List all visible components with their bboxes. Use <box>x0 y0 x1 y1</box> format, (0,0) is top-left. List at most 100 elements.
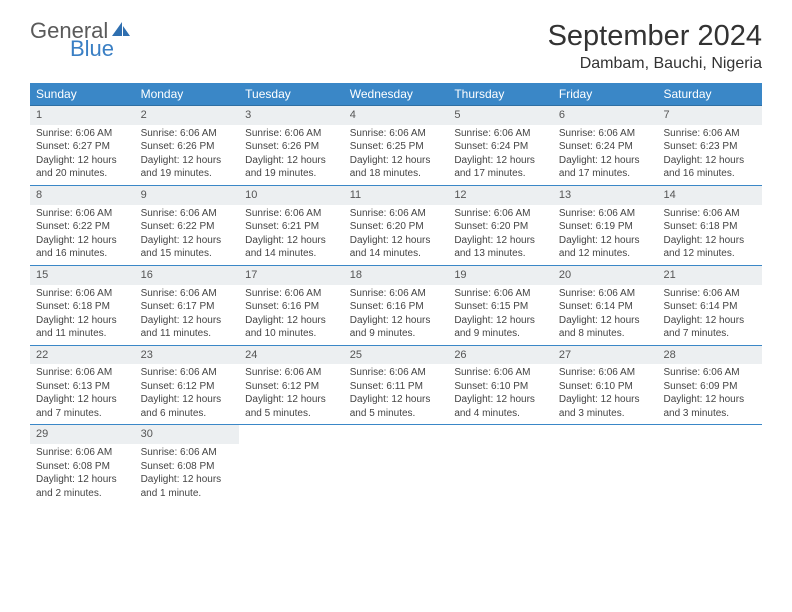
daylight-text: Daylight: 12 hours and 16 minutes. <box>663 154 756 181</box>
day-cell: 30Sunrise: 6:06 AMSunset: 6:08 PMDayligh… <box>135 425 240 504</box>
daylight-text: Daylight: 12 hours and 7 minutes. <box>663 314 756 341</box>
day-body: Sunrise: 6:06 AMSunset: 6:26 PMDaylight:… <box>135 127 240 181</box>
day-cell: 12Sunrise: 6:06 AMSunset: 6:20 PMDayligh… <box>448 186 553 265</box>
weeks-container: 1Sunrise: 6:06 AMSunset: 6:27 PMDaylight… <box>30 106 762 504</box>
daylight-text: Daylight: 12 hours and 9 minutes. <box>350 314 443 341</box>
daylight-text: Daylight: 12 hours and 4 minutes. <box>454 393 547 420</box>
day-cell: 15 Sunrise: 6:06 AMSunset: 6:18 PMDayligh… <box>30 266 135 345</box>
day-body: Sunrise: 6:06 AMSunset: 6:22 PMDaylight:… <box>30 207 135 261</box>
day-number: 9 <box>135 186 240 205</box>
day-number: 19 <box>448 266 553 285</box>
day-body: Sunrise: 6:06 AMSunset: 6:18 PMDaylight:… <box>30 287 135 341</box>
day-number: 15 <box>30 266 135 285</box>
day-cell: 24Sunrise: 6:06 AMSunset: 6:12 PMDayligh… <box>239 346 344 425</box>
day-number: 27 <box>553 346 658 365</box>
day-number: 25 <box>344 346 449 365</box>
daylight-text: Daylight: 12 hours and 11 minutes. <box>36 314 129 341</box>
day-number: 3 <box>239 106 344 125</box>
calendar-grid: SundayMondayTuesdayWednesdayThursdayFrid… <box>30 83 762 504</box>
daylight-text: Daylight: 12 hours and 19 minutes. <box>141 154 234 181</box>
day-number: 17 <box>239 266 344 285</box>
week-row: 15Sunrise: 6:06 AMSunset: 6:18 PMDayligh… <box>30 266 762 346</box>
daylight-text: Daylight: 12 hours and 5 minutes. <box>245 393 338 420</box>
weekday-cell: Tuesday <box>239 83 344 105</box>
day-cell: 20Sunrise: 6:06 AMSunset: 6:14 PMDayligh… <box>553 266 658 345</box>
day-body: Sunrise: 6:06 AMSunset: 6:17 PMDaylight:… <box>135 287 240 341</box>
day-cell: 11 Sunrise: 6:06 AMSunset: 6:20 PMDayligh… <box>344 186 449 265</box>
day-cell: 5Sunrise: 6:06 AMSunset: 6:24 PMDaylight… <box>448 106 553 185</box>
day-number: 23 <box>135 346 240 365</box>
sunrise-text: Sunrise: 6:06 AM <box>36 366 129 380</box>
sunrise-text: Sunrise: 6:06 AM <box>559 287 652 301</box>
daylight-text: Daylight: 12 hours and 17 minutes. <box>559 154 652 181</box>
empty-day-cell <box>344 425 449 504</box>
sunrise-text: Sunrise: 6:06 AM <box>350 366 443 380</box>
day-body: Sunrise: 6:06 AMSunset: 6:10 PMDaylight:… <box>448 366 553 420</box>
day-body: Sunrise: 6:06 AMSunset: 6:12 PMDaylight:… <box>239 366 344 420</box>
month-title: September 2024 <box>548 20 762 53</box>
sunrise-text: Sunrise: 6:06 AM <box>245 287 338 301</box>
daylight-text: Daylight: 12 hours and 9 minutes. <box>454 314 547 341</box>
day-number: 8 <box>30 186 135 205</box>
sunset-text: Sunset: 6:24 PM <box>454 140 547 154</box>
sunset-text: Sunset: 6:23 PM <box>663 140 756 154</box>
sunrise-text: Sunrise: 6:06 AM <box>350 207 443 221</box>
day-cell: 16 Sunrise: 6:06 AMSunset: 6:17 PMDayligh… <box>135 266 240 345</box>
empty-day-cell <box>448 425 553 504</box>
day-body: Sunrise: 6:06 AMSunset: 6:23 PMDaylight:… <box>657 127 762 181</box>
day-number: 30 <box>135 425 240 444</box>
sunset-text: Sunset: 6:22 PM <box>36 220 129 234</box>
day-body: Sunrise: 6:06 AMSunset: 6:20 PMDaylight:… <box>344 207 449 261</box>
weekday-header-row: SundayMondayTuesdayWednesdayThursdayFrid… <box>30 83 762 106</box>
sunrise-text: Sunrise: 6:06 AM <box>141 127 234 141</box>
sunrise-text: Sunrise: 6:06 AM <box>36 287 129 301</box>
sunset-text: Sunset: 6:12 PM <box>141 380 234 394</box>
empty-day-cell <box>657 425 762 504</box>
daylight-text: Daylight: 12 hours and 10 minutes. <box>245 314 338 341</box>
weekday-cell: Sunday <box>30 83 135 105</box>
daylight-text: Daylight: 12 hours and 13 minutes. <box>454 234 547 261</box>
day-body: Sunrise: 6:06 AMSunset: 6:11 PMDaylight:… <box>344 366 449 420</box>
day-cell: 19Sunrise: 6:06 AMSunset: 6:15 PMDayligh… <box>448 266 553 345</box>
day-cell: 9Sunrise: 6:06 AMSunset: 6:22 PMDaylight… <box>135 186 240 265</box>
sunset-text: Sunset: 6:12 PM <box>245 380 338 394</box>
sunset-text: Sunset: 6:26 PM <box>245 140 338 154</box>
day-cell: 18Sunrise: 6:06 AMSunset: 6:16 PMDayligh… <box>344 266 449 345</box>
day-number: 10 <box>239 186 344 205</box>
sunrise-text: Sunrise: 6:06 AM <box>559 207 652 221</box>
sunset-text: Sunset: 6:25 PM <box>350 140 443 154</box>
location-text: Dambam, Bauchi, Nigeria <box>548 55 762 73</box>
weekday-cell: Monday <box>135 83 240 105</box>
sunset-text: Sunset: 6:19 PM <box>559 220 652 234</box>
day-number: 4 <box>344 106 449 125</box>
day-body: Sunrise: 6:06 AMSunset: 6:08 PMDaylight:… <box>30 446 135 500</box>
day-cell: 28Sunrise: 6:06 AMSunset: 6:09 PMDayligh… <box>657 346 762 425</box>
sunset-text: Sunset: 6:22 PM <box>141 220 234 234</box>
day-number: 14 <box>657 186 762 205</box>
sunset-text: Sunset: 6:10 PM <box>559 380 652 394</box>
day-cell: 13Sunrise: 6:06 AMSunset: 6:19 PMDayligh… <box>553 186 658 265</box>
sunrise-text: Sunrise: 6:06 AM <box>663 127 756 141</box>
sunset-text: Sunset: 6:16 PM <box>245 300 338 314</box>
day-cell: 8 Sunrise: 6:06 AMSunset: 6:22 PMDaylight… <box>30 186 135 265</box>
day-body: Sunrise: 6:06 AMSunset: 6:10 PMDaylight:… <box>553 366 658 420</box>
sunrise-text: Sunrise: 6:06 AM <box>245 127 338 141</box>
sunset-text: Sunset: 6:14 PM <box>559 300 652 314</box>
daylight-text: Daylight: 12 hours and 1 minute. <box>141 473 234 500</box>
sunrise-text: Sunrise: 6:06 AM <box>245 207 338 221</box>
weekday-cell: Thursday <box>448 83 553 105</box>
weekday-cell: Saturday <box>657 83 762 105</box>
day-body: Sunrise: 6:06 AMSunset: 6:16 PMDaylight:… <box>344 287 449 341</box>
day-cell: 6Sunrise: 6:06 AMSunset: 6:24 PMDaylight… <box>553 106 658 185</box>
daylight-text: Daylight: 12 hours and 17 minutes. <box>454 154 547 181</box>
day-cell: 2Sunrise: 6:06 AMSunset: 6:26 PMDaylight… <box>135 106 240 185</box>
day-number: 16 <box>135 266 240 285</box>
sunset-text: Sunset: 6:11 PM <box>350 380 443 394</box>
day-number: 11 <box>344 186 449 205</box>
daylight-text: Daylight: 12 hours and 12 minutes. <box>559 234 652 261</box>
daylight-text: Daylight: 12 hours and 7 minutes. <box>36 393 129 420</box>
sunrise-text: Sunrise: 6:06 AM <box>663 287 756 301</box>
day-cell: 4Sunrise: 6:06 AMSunset: 6:25 PMDaylight… <box>344 106 449 185</box>
sunset-text: Sunset: 6:18 PM <box>36 300 129 314</box>
sunset-text: Sunset: 6:18 PM <box>663 220 756 234</box>
